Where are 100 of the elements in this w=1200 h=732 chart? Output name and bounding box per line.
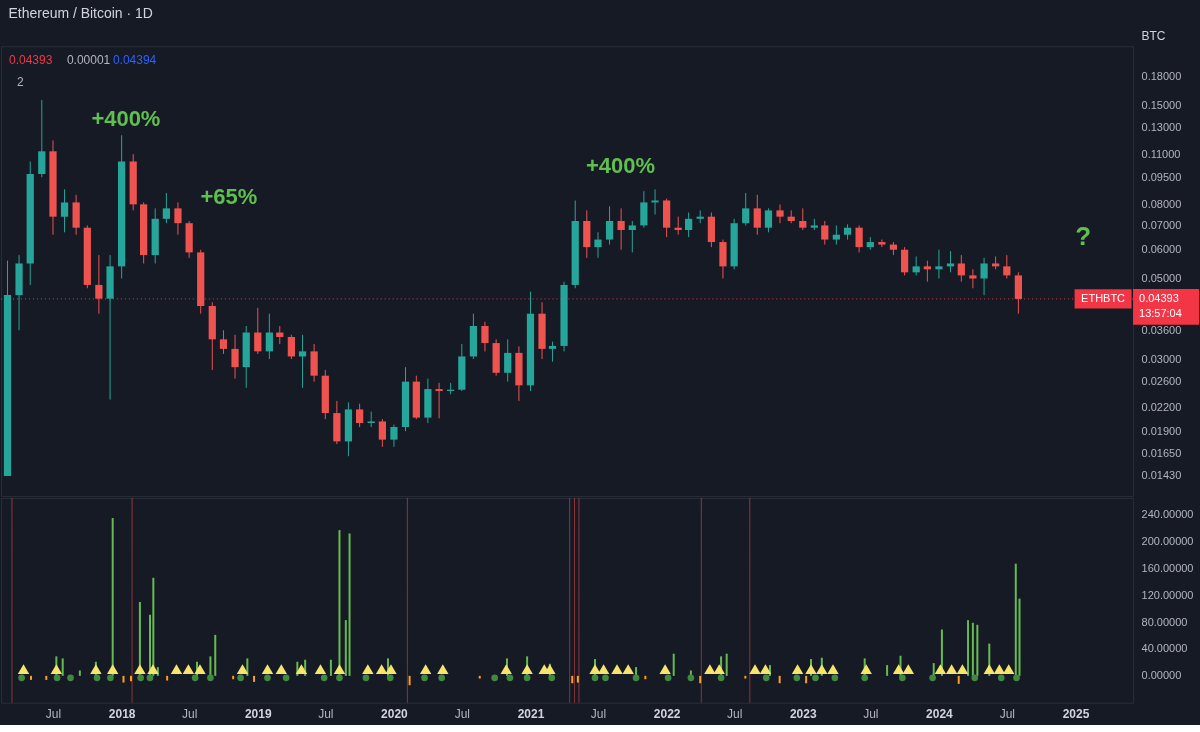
candlestick: [878, 239, 886, 248]
y-tick-label: 0.06000: [1141, 243, 1182, 256]
candlestick: [628, 220, 636, 253]
y-tick-label: 0.08000: [1141, 197, 1182, 210]
x-tick-label: Jul: [590, 707, 607, 722]
text: 13:57:04: [1139, 306, 1182, 319]
y-tick-label: 0.05000: [1141, 272, 1182, 284]
x-tick-label: Jul: [45, 707, 62, 722]
candlestick: [287, 334, 295, 360]
text: 0.04393: [1139, 291, 1179, 304]
x-tick-label: Jul: [999, 707, 1015, 722]
bar: [111, 518, 114, 676]
candlestick: [605, 205, 614, 246]
y-tick-label: 0.13000: [1141, 121, 1182, 134]
candlestick: [548, 341, 557, 363]
candlestick: [799, 207, 807, 231]
candlestick: [95, 254, 103, 315]
bar: [348, 533, 351, 676]
bar: [971, 622, 974, 676]
candlestick: [298, 334, 307, 389]
candlestick: [855, 224, 863, 253]
candlestick: [481, 321, 489, 352]
candlestick: [946, 250, 955, 273]
candlestick: [378, 418, 386, 448]
candlestick: [980, 257, 988, 296]
bar: [478, 675, 481, 679]
candlestick: [219, 329, 228, 355]
y-tick-label: 160.00000: [1141, 561, 1194, 574]
candlestick: [174, 201, 182, 236]
bar: [805, 675, 808, 684]
y-tick-label: 0.03000: [1141, 352, 1182, 365]
y-tick-label: 0.02200: [1141, 401, 1182, 414]
candlestick: [957, 254, 965, 283]
x-tick-label: Jul: [454, 707, 470, 722]
y-tick-label: 0.15000: [1141, 98, 1182, 111]
candlestick: [60, 188, 69, 233]
y-tick-label: 0.03600: [1141, 323, 1182, 336]
bar: [129, 675, 132, 682]
candlestick: [1014, 271, 1023, 315]
x-tick-label: 2025: [1062, 707, 1090, 722]
candlestick: [776, 203, 784, 224]
candlestick: [1003, 254, 1011, 279]
bar: [672, 653, 675, 676]
bar: [253, 675, 256, 682]
x-tick-label: Jul: [318, 707, 334, 722]
candlestick: [390, 424, 398, 448]
candlestick: [265, 313, 273, 360]
annotation: 0.04394: [112, 53, 157, 68]
candlestick: [504, 338, 512, 383]
annotation: 0.00001: [66, 53, 111, 68]
ref-line-label: ETHBTC: [1081, 291, 1126, 304]
candlestick: [832, 224, 840, 246]
y-tick-label: 0.09500: [1141, 170, 1182, 183]
bar: [338, 530, 341, 676]
bar: [408, 675, 411, 686]
bar: [932, 663, 935, 676]
candlestick: [617, 207, 625, 251]
y-tick-label: 0.01650: [1141, 446, 1182, 459]
x-tick-label: 2020: [381, 707, 409, 722]
candlestick: [753, 194, 761, 236]
y-tick-label: 200.00000: [1141, 535, 1194, 548]
candlestick: [356, 403, 364, 428]
candlestick: [231, 334, 239, 380]
bar: [209, 656, 212, 676]
candlestick: [685, 211, 693, 238]
candlestick: [742, 192, 750, 226]
annotation: 2: [16, 75, 24, 90]
x-tick-label: Jul: [726, 707, 743, 722]
candlestick: [764, 207, 773, 233]
bar: [344, 620, 347, 676]
bar: [214, 634, 217, 676]
annotation: +400%: [585, 153, 655, 179]
candlestick: [640, 190, 648, 229]
y-tick-label: 120.00000: [1141, 588, 1194, 601]
candlestick: [651, 188, 659, 216]
y-axis-title: BTC: [1141, 28, 1166, 43]
candlestick: [594, 231, 602, 259]
candlestick: [935, 249, 943, 279]
y-tick-label: 0.11000: [1141, 147, 1181, 160]
chart-title: Ethereum / Bitcoin · 1D: [8, 5, 153, 22]
candlestick: [912, 255, 920, 276]
candlestick: [162, 192, 171, 224]
x-tick-label: 2024: [926, 707, 954, 722]
y-tick-label: 0.02600: [1141, 375, 1182, 388]
y-tick-label: 0.00000: [1141, 669, 1182, 682]
y-tick-label: 40.00000: [1141, 642, 1188, 655]
y-tick-label: 0.18000: [1141, 69, 1182, 82]
x-tick-label: 2019: [244, 707, 272, 722]
y-tick-label: 0.01900: [1141, 424, 1182, 437]
bar: [725, 653, 728, 676]
annotation: ?: [1075, 221, 1092, 252]
bar: [1018, 598, 1021, 676]
y-tick-label: 0.01430: [1141, 469, 1182, 482]
y-tick-label: 240.00000: [1141, 508, 1194, 521]
bar: [967, 620, 970, 676]
candlestick: [923, 260, 931, 283]
x-tick-label: 2018: [108, 707, 136, 722]
x-tick-label: Jul: [181, 707, 198, 722]
bar: [976, 624, 979, 676]
bar: [122, 675, 125, 683]
